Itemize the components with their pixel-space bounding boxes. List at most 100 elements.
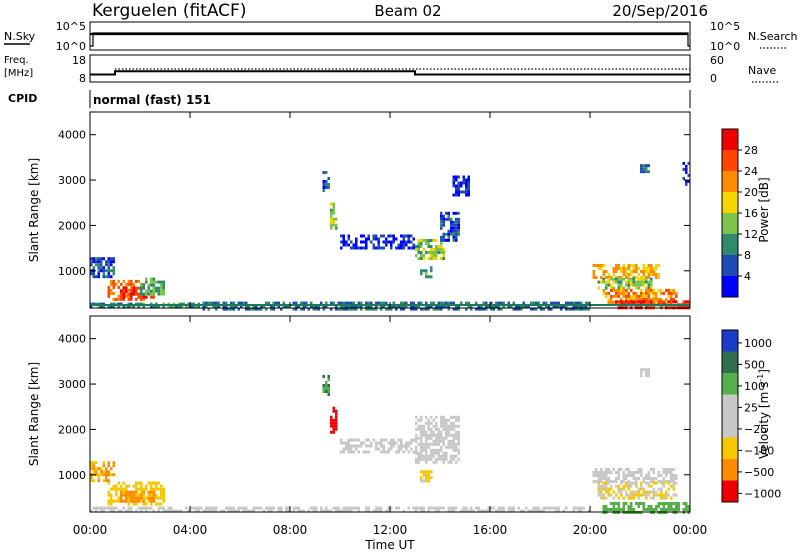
data-cell bbox=[630, 280, 633, 284]
data-cell bbox=[597, 267, 600, 270]
data-cell bbox=[430, 476, 433, 480]
data-cell bbox=[442, 217, 445, 221]
power-y-label: Slant Range [km] bbox=[27, 158, 41, 262]
data-cell bbox=[460, 301, 463, 305]
data-cell bbox=[685, 167, 688, 171]
data-cell bbox=[360, 444, 363, 448]
data-cell bbox=[597, 493, 600, 497]
data-cell bbox=[627, 291, 630, 295]
data-cell bbox=[500, 301, 503, 305]
data-cell bbox=[115, 490, 118, 494]
data-cell bbox=[400, 307, 403, 311]
data-cell bbox=[107, 263, 110, 267]
data-cell bbox=[580, 509, 583, 513]
data-cell bbox=[135, 292, 138, 296]
data-cell bbox=[620, 267, 623, 270]
data-cell bbox=[612, 505, 615, 508]
data-cell bbox=[357, 301, 360, 305]
data-cell bbox=[645, 167, 648, 171]
data-cell bbox=[602, 270, 605, 273]
data-cell bbox=[420, 301, 423, 305]
data-cell bbox=[675, 505, 678, 508]
data-cell bbox=[140, 496, 143, 500]
data-cell bbox=[117, 499, 120, 503]
data-cell bbox=[620, 480, 623, 483]
data-cell bbox=[132, 305, 135, 309]
data-cell bbox=[450, 223, 453, 227]
data-cell bbox=[112, 285, 115, 289]
data-cell bbox=[682, 300, 685, 304]
data-cell bbox=[440, 217, 443, 221]
data-cell bbox=[335, 412, 338, 416]
data-cell bbox=[522, 509, 525, 513]
data-cell bbox=[157, 509, 160, 513]
data-cell bbox=[127, 279, 130, 283]
data-cell bbox=[157, 289, 160, 293]
data-cell bbox=[625, 468, 628, 471]
data-cell bbox=[542, 509, 545, 513]
data-cell bbox=[610, 502, 613, 505]
data-cell bbox=[477, 509, 480, 513]
data-cell bbox=[345, 304, 348, 308]
data-cell bbox=[685, 505, 688, 508]
data-cell bbox=[442, 427, 445, 431]
data-cell bbox=[322, 304, 325, 308]
data-cell bbox=[592, 474, 595, 477]
data-cell bbox=[402, 237, 405, 241]
data-cell bbox=[272, 506, 275, 510]
data-cell bbox=[415, 506, 418, 510]
data-cell bbox=[647, 493, 650, 497]
data-cell bbox=[90, 476, 93, 480]
data-cell bbox=[625, 477, 628, 480]
data-cell bbox=[522, 304, 525, 308]
colorbar-segment bbox=[722, 192, 738, 213]
data-cell bbox=[670, 477, 673, 480]
data-cell bbox=[140, 292, 143, 296]
data-cell bbox=[375, 304, 378, 308]
cpid-mode: normal (fast) 151 bbox=[93, 93, 211, 107]
data-cell bbox=[327, 177, 330, 180]
data-cell bbox=[350, 447, 353, 451]
data-cell bbox=[512, 307, 515, 311]
data-cell bbox=[420, 272, 423, 276]
data-cell bbox=[162, 283, 165, 287]
data-cell bbox=[620, 300, 623, 304]
data-cell bbox=[320, 509, 323, 513]
data-cell bbox=[215, 304, 218, 308]
data-cell bbox=[310, 506, 313, 510]
data-cell bbox=[602, 277, 605, 281]
data-cell bbox=[297, 506, 300, 510]
data-cell bbox=[147, 283, 150, 287]
data-cell bbox=[617, 487, 620, 491]
data-cell bbox=[117, 305, 120, 309]
data-cell bbox=[625, 493, 628, 497]
data-cell bbox=[155, 280, 158, 284]
data-cell bbox=[140, 297, 143, 301]
data-cell bbox=[330, 202, 333, 206]
data-cell bbox=[152, 280, 155, 284]
data-cell bbox=[370, 304, 373, 308]
data-cell bbox=[327, 183, 330, 186]
data-cell bbox=[652, 273, 655, 276]
data-cell bbox=[335, 506, 338, 510]
data-cell bbox=[440, 436, 443, 440]
data-cell bbox=[617, 283, 620, 287]
data-cell bbox=[280, 509, 283, 513]
data-cell bbox=[642, 508, 645, 511]
data-cell bbox=[112, 282, 115, 286]
data-cell bbox=[452, 178, 455, 182]
data-cell bbox=[642, 294, 645, 298]
data-cell bbox=[375, 237, 378, 241]
data-cell bbox=[390, 246, 393, 250]
data-cell bbox=[447, 307, 450, 311]
data-cell bbox=[125, 490, 128, 494]
data-cell bbox=[452, 232, 455, 236]
data-cell bbox=[107, 305, 110, 309]
data-cell bbox=[107, 490, 110, 494]
data-cell bbox=[105, 506, 108, 510]
data-cell bbox=[102, 461, 105, 465]
data-cell bbox=[162, 305, 165, 309]
data-cell bbox=[322, 307, 325, 311]
data-cell bbox=[160, 289, 163, 293]
data-cell bbox=[467, 181, 470, 185]
